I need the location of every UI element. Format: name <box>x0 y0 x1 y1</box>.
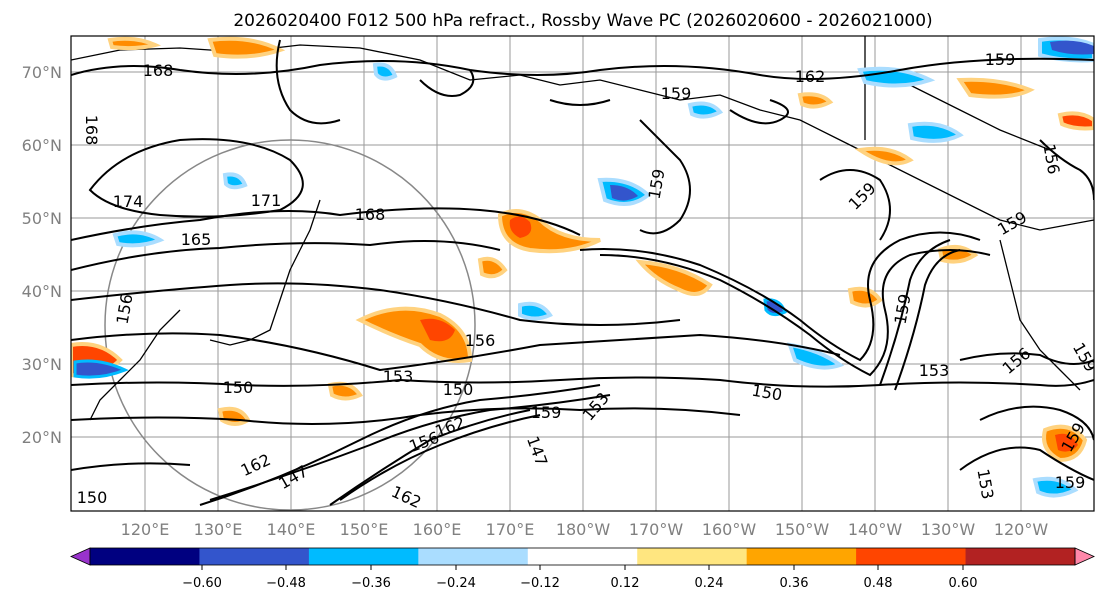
contour-label: 159 <box>531 403 562 422</box>
contour-label: 153 <box>383 367 414 386</box>
colorbar-segment <box>965 548 1076 565</box>
longitude-labels: 120°E 130°E 140°E 150°E 160°E 170°E 180°… <box>121 520 1049 539</box>
colorbar-segment <box>856 548 967 565</box>
lat-label: 30°N <box>22 355 62 374</box>
lat-label: 60°N <box>22 136 62 155</box>
contour-label: 150 <box>223 378 254 397</box>
contour-label: 159 <box>1055 473 1086 492</box>
anomaly-fills <box>71 36 1094 498</box>
contour-lines <box>71 39 1094 506</box>
colorbar-segment <box>199 548 310 565</box>
colorbar-frame <box>89 547 1076 566</box>
colorbar-tick-label: 0.48 <box>864 576 893 591</box>
map-panel: 168 162 159 168 174 171 165 168 159 159 … <box>70 35 1095 512</box>
lon-label: 150°E <box>340 520 389 539</box>
colorbar-segment <box>746 548 857 565</box>
colorbar-tick-label: 0.36 <box>780 576 809 591</box>
lon-label: 150°W <box>775 520 830 539</box>
lon-label: 130°W <box>921 520 976 539</box>
lon-label: 180°W <box>556 520 611 539</box>
lat-label: 70°N <box>22 63 62 82</box>
colorbar-segment <box>418 548 529 565</box>
colorbar-tick-label: −0.24 <box>436 576 476 591</box>
lat-label: 50°N <box>22 209 62 228</box>
lon-label: 140°W <box>848 520 903 539</box>
lat-label: 20°N <box>22 428 62 447</box>
contour-label: 165 <box>181 230 212 249</box>
colorbar-segment <box>90 548 200 565</box>
figure-title: 2026020400 F012 500 hPa refract., Rossby… <box>233 11 932 31</box>
latitude-labels: 70°N 60°N 50°N 40°N 30°N 20°N <box>22 63 62 447</box>
map-frame <box>70 35 1095 512</box>
colorbar-segment <box>308 548 419 565</box>
colorbar-tick-label: 0.12 <box>611 576 640 591</box>
colorbar-tick-label: 0.24 <box>695 576 724 591</box>
colorbar-tick-label: −0.36 <box>351 576 391 591</box>
lon-label: 120°W <box>994 520 1049 539</box>
lon-label: 160°E <box>413 520 462 539</box>
contour-label: 159 <box>985 50 1016 69</box>
region-circle <box>104 139 476 511</box>
contour-label: 159 <box>661 84 692 103</box>
colorbar-tick-label: −0.12 <box>520 576 560 591</box>
contour-label: 171 <box>251 191 282 210</box>
contour-label: 150 <box>77 488 108 507</box>
contour-label: 156 <box>465 331 496 350</box>
graticule <box>71 36 1094 511</box>
colorbar-segment <box>637 548 748 565</box>
colorbar-tick-label: 0.60 <box>949 576 978 591</box>
colorbar-tick-label: −0.48 <box>266 576 306 591</box>
lon-label: 120°E <box>121 520 170 539</box>
contour-label: 168 <box>355 205 386 224</box>
colorbar-extend-low <box>70 547 91 566</box>
contour-label: 174 <box>113 192 144 211</box>
contour-label: 162 <box>795 67 826 86</box>
lon-label: 130°E <box>194 520 243 539</box>
lon-label: 170°E <box>486 520 535 539</box>
lon-label: 160°W <box>702 520 757 539</box>
colorbar-extend-high <box>1074 547 1095 566</box>
colorbar-segment <box>527 548 638 565</box>
lon-label: 140°E <box>267 520 316 539</box>
colorbar <box>70 547 1095 566</box>
lon-label: 170°W <box>629 520 684 539</box>
contour-label: 153 <box>919 361 950 380</box>
lat-label: 40°N <box>22 282 62 301</box>
contour-label: 168 <box>143 61 174 80</box>
contour-label: 168 <box>82 115 101 146</box>
colorbar-ticks: −0.60 −0.48 −0.36 −0.24 −0.12 0.12 0.24 … <box>182 565 977 591</box>
colorbar-tick-label: −0.60 <box>182 576 222 591</box>
contour-label: 150 <box>443 380 474 399</box>
